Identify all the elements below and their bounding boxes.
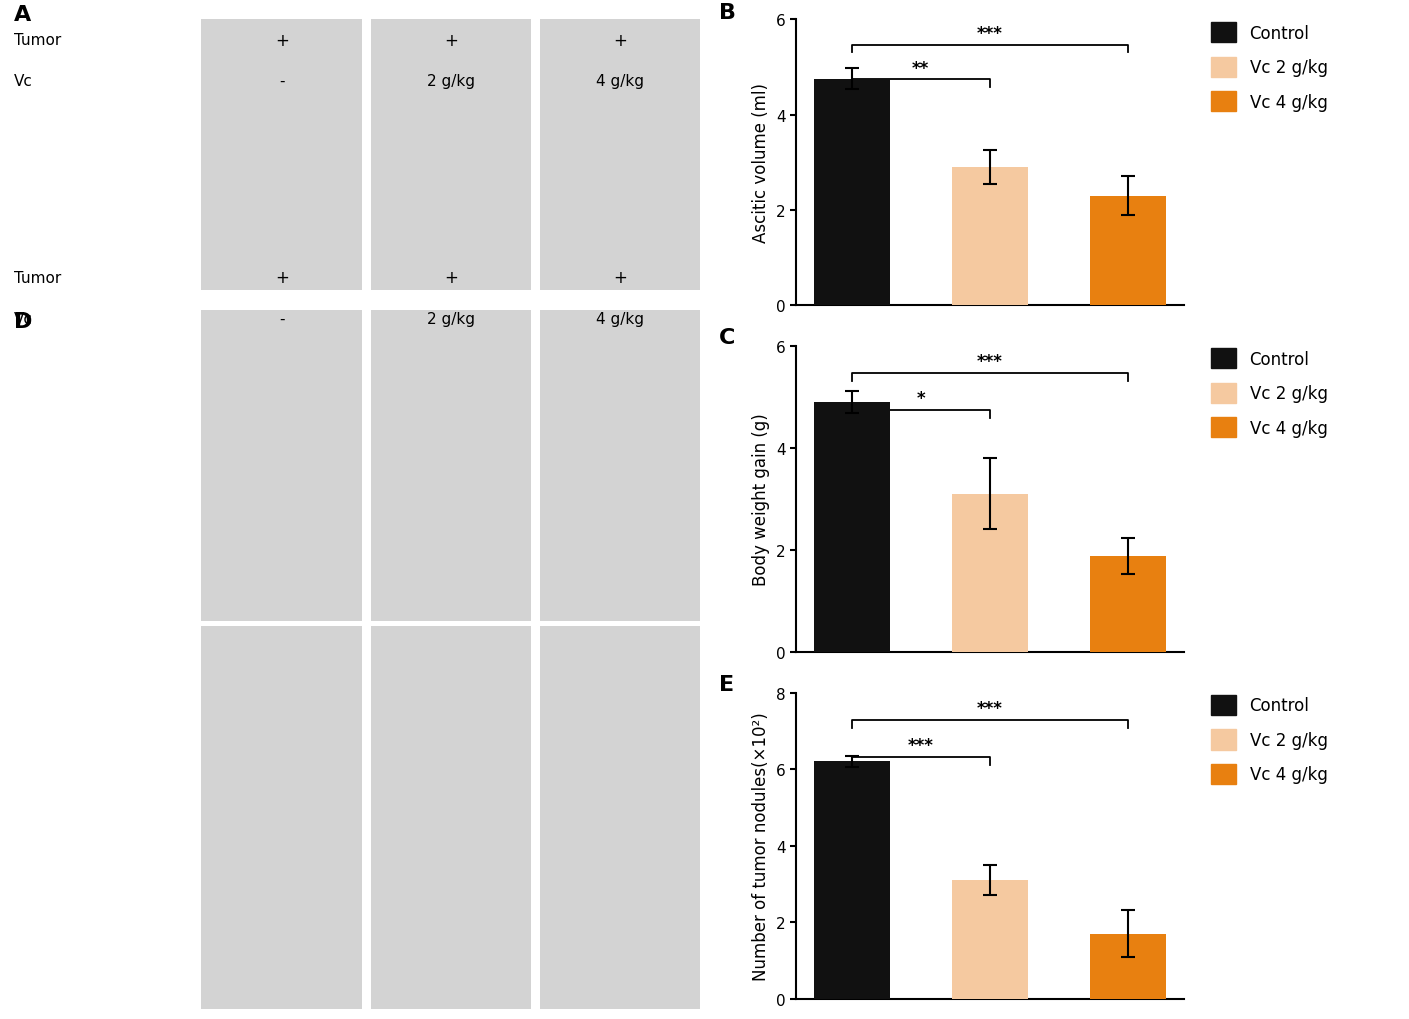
- Text: 4 g/kg: 4 g/kg: [596, 312, 644, 326]
- Bar: [813, 79, 889, 306]
- Text: +: +: [275, 269, 289, 287]
- Bar: [1091, 933, 1167, 999]
- Text: ***: ***: [976, 353, 1003, 371]
- Text: D: D: [14, 312, 32, 332]
- Bar: [952, 494, 1027, 652]
- Bar: [1091, 197, 1167, 306]
- Bar: [952, 880, 1027, 999]
- Text: Tumor: Tumor: [14, 34, 62, 48]
- Text: 4 g/kg: 4 g/kg: [596, 74, 644, 89]
- Text: Vc: Vc: [14, 74, 32, 89]
- Text: +: +: [613, 32, 627, 50]
- Bar: [813, 403, 889, 652]
- Legend: Control, Vc 2 g/kg, Vc 4 g/kg: Control, Vc 2 g/kg, Vc 4 g/kg: [1212, 23, 1327, 112]
- Text: -: -: [279, 312, 285, 326]
- Text: *: *: [916, 389, 926, 408]
- Y-axis label: Body weight gain (g): Body weight gain (g): [752, 413, 771, 586]
- Text: **: **: [912, 59, 930, 77]
- Text: ***: ***: [907, 736, 934, 754]
- Text: Tumor: Tumor: [14, 271, 62, 285]
- Bar: [1091, 556, 1167, 652]
- Text: B: B: [719, 3, 735, 23]
- Text: ***: ***: [976, 25, 1003, 43]
- Text: -: -: [279, 74, 285, 89]
- Legend: Control, Vc 2 g/kg, Vc 4 g/kg: Control, Vc 2 g/kg, Vc 4 g/kg: [1212, 348, 1327, 438]
- Bar: [952, 168, 1027, 306]
- Y-axis label: Ascitic volume (ml): Ascitic volume (ml): [752, 84, 771, 243]
- Legend: Control, Vc 2 g/kg, Vc 4 g/kg: Control, Vc 2 g/kg, Vc 4 g/kg: [1212, 695, 1327, 785]
- Bar: [813, 761, 889, 999]
- Text: Vc: Vc: [14, 312, 32, 326]
- Text: 2 g/kg: 2 g/kg: [427, 74, 475, 89]
- Text: +: +: [275, 32, 289, 50]
- Text: C: C: [719, 328, 735, 348]
- Text: +: +: [613, 269, 627, 287]
- Text: +: +: [444, 269, 458, 287]
- Text: 2 g/kg: 2 g/kg: [427, 312, 475, 326]
- Y-axis label: Number of tumor nodules(×10²): Number of tumor nodules(×10²): [752, 711, 771, 980]
- Text: A: A: [14, 5, 31, 25]
- Text: ***: ***: [976, 699, 1003, 717]
- Text: E: E: [719, 675, 734, 695]
- Text: +: +: [444, 32, 458, 50]
